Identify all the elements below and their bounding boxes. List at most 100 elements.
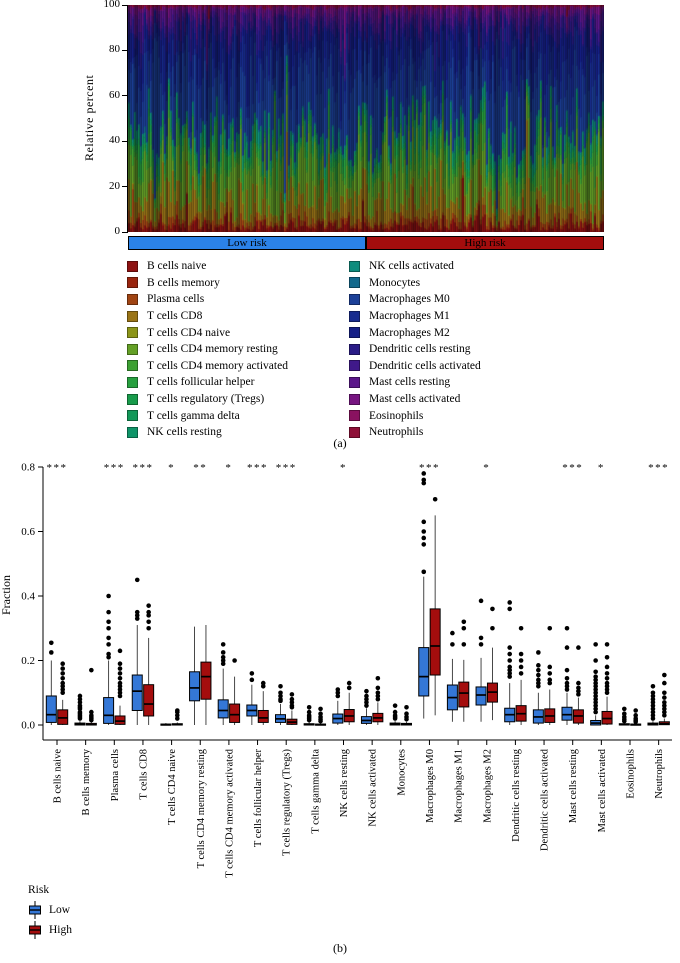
box [561,706,573,721]
legend-item: T cells gamma delta [127,407,349,424]
legend-item: Mast cells activated [349,391,481,408]
outlier-dot [536,672,541,678]
outlier-dot [306,713,312,718]
outlier-dot [49,640,54,646]
outlier-dot [289,703,295,708]
outlier-dot [662,709,667,715]
x-tick-label: Dendritic cells resting [511,748,522,841]
outlier-dot [249,671,255,676]
x-tick-label: Dendritic cells activated [540,748,551,851]
outlier-dot [60,680,65,686]
panel-a-ytick-label: 80 [109,43,120,56]
outlier-dot [260,684,266,689]
legend-label: Neutrophils [369,426,424,439]
outlier-dot [450,630,455,636]
outlier-dot [364,700,369,705]
legend-swatch [349,376,360,388]
outlier-dot [318,706,323,712]
outlier-dot [650,713,656,718]
outlier-dot [117,661,123,667]
outlier-dot [564,625,570,631]
x-tick-label: Neutrophils [654,749,665,799]
outlier-dot [593,693,598,699]
outlier-dot [421,471,427,476]
panel-a-plot [128,5,604,237]
box [229,703,241,723]
outlier-dot [564,645,570,650]
outlier-dot [375,696,381,702]
outlier-dot [134,616,140,621]
outlier-dot [622,706,627,712]
legend-label: Macrophages M2 [369,326,450,339]
outlier-dot [117,671,123,676]
outlier-dot [622,714,627,720]
box [103,697,115,724]
outlier-dot [220,654,226,660]
outlier-dot [60,687,65,692]
legend-label: Monocytes [369,276,421,289]
outlier-dot [106,635,111,641]
outlier-dot [289,700,295,705]
outlier-dot [117,693,123,699]
outlier-dot [346,685,352,691]
legend-label: Dendritic cells activated [369,359,481,372]
box [217,699,229,719]
panel-a-ytick [122,95,127,97]
outlier-dot [146,609,151,615]
x-tick-label: Eosinophils [626,749,637,799]
significance-stars: *** [276,462,297,474]
legend-item: T cells CD4 memory resting [127,341,349,358]
box [131,674,143,711]
legend-swatch [127,293,138,305]
outlier-dot [146,625,151,631]
outlier-dot [60,684,65,689]
outlier-dot [375,693,381,699]
outlier-dot [106,593,111,599]
outlier-dot [375,675,381,681]
outlier-dot [289,696,295,702]
risk-bar-low-label: Low risk [227,236,267,249]
outlier-dot [564,680,570,686]
legend-swatch [349,260,360,272]
legend-swatch [349,277,360,289]
outlier-dot [117,666,123,671]
outlier-dot [604,671,610,676]
outlier-dot [106,609,111,615]
outlier-dot [146,613,151,618]
outlier-dot [117,675,123,681]
outlier-dot [260,680,266,686]
panel-a-ytick-label: 100 [103,0,121,10]
outlier-dot [278,684,283,689]
legend-label: Mast cells resting [369,376,451,389]
outlier-dot [220,658,226,663]
outlier-dot [306,709,312,715]
legend-label: T cells CD4 memory activated [147,359,288,372]
outlier-dot [507,674,512,679]
y-tick-label: 0.2 [21,655,35,667]
x-tick-label: T cells CD4 naive [167,749,178,825]
risk-legend: Risk Low High [28,884,72,940]
legend-item: NK cells resting [127,424,349,441]
x-tick-label: NK cells activated [368,748,379,826]
legend-item: NK cells activated [349,258,481,275]
outlier-dot [461,625,467,631]
legend-swatch [127,327,138,339]
outlier-dot [60,661,65,667]
outlier-dot [490,625,495,631]
risk-legend-title: Risk [28,884,50,896]
y-tick-label: 0.6 [21,526,35,538]
x-tick-label: NK cells resting [339,748,350,817]
outlier-dot [576,645,581,650]
outlier-dot [289,692,295,697]
outlier-dot [490,606,495,612]
outlier-dot [134,613,140,618]
outlier-dot [593,677,598,683]
significance-stars: *** [562,462,583,474]
outlier-dot [547,625,553,631]
outlier-dot [77,700,83,705]
outlier-dot [175,708,180,713]
y-tick-label: 0.8 [21,462,35,474]
outlier-dot [478,642,484,647]
risk-bar-high-label: High risk [464,236,506,249]
